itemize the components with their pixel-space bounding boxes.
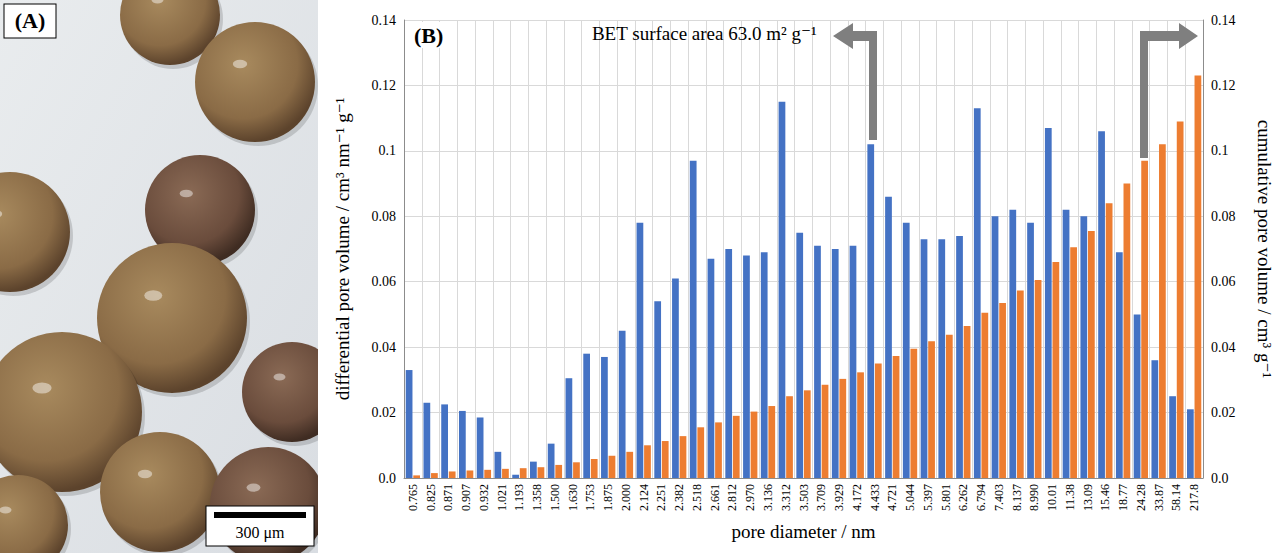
svg-text:0.04: 0.04 <box>372 340 397 355</box>
svg-text:5.801: 5.801 <box>939 484 953 511</box>
svg-text:5.044: 5.044 <box>903 484 917 511</box>
svg-text:2.000: 2.000 <box>619 484 633 511</box>
svg-text:3.503: 3.503 <box>797 484 811 511</box>
svg-text:0.765: 0.765 <box>406 484 420 511</box>
svg-text:24.28: 24.28 <box>1134 484 1148 511</box>
svg-text:2.518: 2.518 <box>690 484 704 511</box>
svg-text:4.172: 4.172 <box>850 484 864 511</box>
svg-text:0.825: 0.825 <box>424 484 438 511</box>
svg-text:5.397: 5.397 <box>921 484 935 511</box>
svg-text:1.500: 1.500 <box>548 484 562 511</box>
svg-text:0.02: 0.02 <box>1211 405 1236 420</box>
svg-text:0.0: 0.0 <box>379 471 397 486</box>
svg-text:0.12: 0.12 <box>1211 78 1236 93</box>
svg-text:0.14: 0.14 <box>1211 13 1236 28</box>
svg-text:(B): (B) <box>414 23 443 48</box>
svg-text:3.709: 3.709 <box>814 484 828 511</box>
svg-text:0.871: 0.871 <box>441 484 455 511</box>
svg-text:0.08: 0.08 <box>1211 209 1236 224</box>
svg-text:10.01: 10.01 <box>1045 484 1059 511</box>
svg-text:33.87: 33.87 <box>1152 484 1166 511</box>
svg-text:2.661: 2.661 <box>708 484 722 511</box>
svg-text:4.433: 4.433 <box>868 484 882 511</box>
svg-text:0.932: 0.932 <box>477 484 491 511</box>
svg-text:7.403: 7.403 <box>992 484 1006 511</box>
svg-text:1.753: 1.753 <box>583 484 597 511</box>
svg-text:1.021: 1.021 <box>495 484 509 511</box>
svg-text:217.8: 217.8 <box>1187 484 1201 511</box>
svg-text:0.04: 0.04 <box>1211 340 1236 355</box>
svg-text:3.929: 3.929 <box>832 484 846 511</box>
svg-text:2.812: 2.812 <box>725 484 739 511</box>
svg-text:1.875: 1.875 <box>601 484 615 511</box>
svg-text:0.02: 0.02 <box>372 405 397 420</box>
svg-text:6.262: 6.262 <box>956 484 970 511</box>
svg-text:8.990: 8.990 <box>1027 484 1041 511</box>
svg-text:11.38: 11.38 <box>1063 484 1077 511</box>
svg-text:0.08: 0.08 <box>372 209 397 224</box>
svg-text:8.137: 8.137 <box>1010 484 1024 511</box>
svg-text:(A): (A) <box>15 8 46 33</box>
svg-text:0.0: 0.0 <box>1211 471 1229 486</box>
svg-text:cumulative pore volume / cm³ g: cumulative pore volume / cm³ g⁻¹ <box>1254 120 1275 379</box>
svg-text:15.46: 15.46 <box>1098 484 1112 511</box>
svg-text:6.794: 6.794 <box>974 484 988 511</box>
svg-text:3.136: 3.136 <box>761 484 775 511</box>
svg-text:2.251: 2.251 <box>654 484 668 511</box>
svg-text:300 μm: 300 μm <box>235 524 285 542</box>
svg-text:0.1: 0.1 <box>379 143 397 158</box>
svg-text:2.382: 2.382 <box>672 484 686 511</box>
svg-text:1.193: 1.193 <box>512 484 526 511</box>
svg-text:58.14: 58.14 <box>1169 484 1183 511</box>
svg-text:1.630: 1.630 <box>566 484 580 511</box>
svg-text:BET surface area 63.0 m² g⁻¹: BET surface area 63.0 m² g⁻¹ <box>592 23 817 44</box>
svg-text:0.1: 0.1 <box>1211 143 1229 158</box>
svg-text:18.77: 18.77 <box>1116 484 1130 511</box>
svg-text:differential pore volume / cm³: differential pore volume / cm³ nm⁻¹ g⁻¹ <box>332 97 353 400</box>
svg-text:pore diameter / nm: pore diameter / nm <box>731 521 875 542</box>
svg-text:13.09: 13.09 <box>1081 484 1095 511</box>
svg-text:0.12: 0.12 <box>372 78 397 93</box>
svg-text:0.06: 0.06 <box>372 274 397 289</box>
svg-text:2.970: 2.970 <box>743 484 757 511</box>
svg-text:4.721: 4.721 <box>885 484 899 511</box>
svg-text:0.907: 0.907 <box>459 484 473 511</box>
svg-text:3.312: 3.312 <box>779 484 793 511</box>
svg-text:0.14: 0.14 <box>372 13 397 28</box>
svg-text:2.124: 2.124 <box>637 484 651 511</box>
svg-text:1.358: 1.358 <box>530 484 544 511</box>
svg-text:0.06: 0.06 <box>1211 274 1236 289</box>
